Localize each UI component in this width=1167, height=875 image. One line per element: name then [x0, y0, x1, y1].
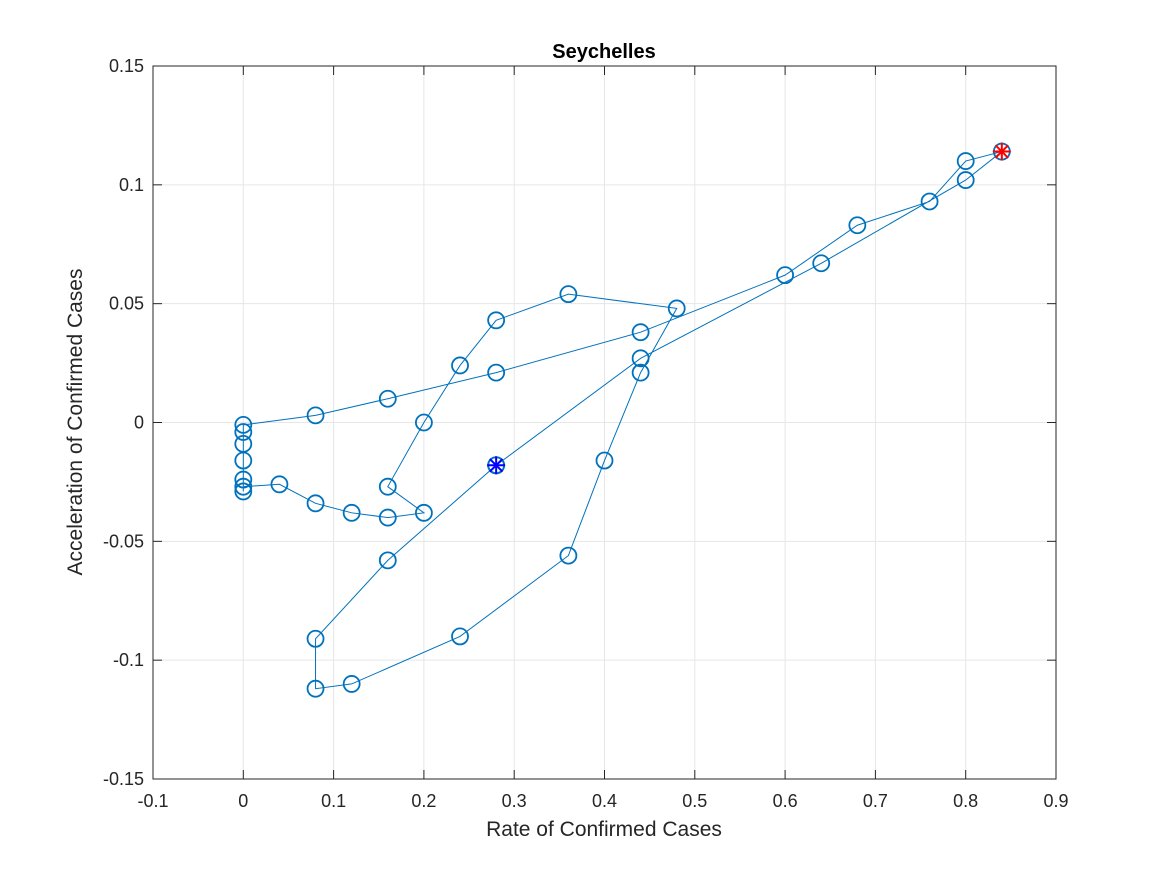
data-point: [451, 627, 469, 646]
data-point: [414, 413, 433, 432]
data-point: [306, 406, 325, 425]
data-point: [559, 285, 578, 304]
data-point: [848, 216, 867, 235]
series-line: [242, 151, 1003, 690]
data-point: [595, 451, 614, 470]
data-point: [234, 482, 253, 501]
axes-box: [152, 65, 1057, 780]
data-point: [234, 434, 253, 453]
data-point: [559, 546, 578, 565]
x-tick-label: 0.7: [863, 791, 888, 811]
y-axis-title: Acceleration of Confirmed Cases: [64, 269, 87, 576]
x-tick-label: 0.2: [411, 791, 436, 811]
data-point: [920, 192, 939, 211]
data-point: [306, 494, 325, 513]
data-point: [378, 389, 397, 408]
data-point: [234, 415, 253, 434]
tick-labels: -0.1 0 0.1 0.2 0.3 0.4 0.5 0.6 0.7 0.8 0.9-0.15-0.…: [103, 56, 1069, 811]
data-point: [487, 311, 506, 330]
x-tick-label: 0.6: [773, 791, 798, 811]
data-point: [234, 477, 253, 496]
data-point: [812, 254, 831, 273]
x-axis-title: Rate of Confirmed Cases: [486, 818, 722, 841]
series-layer: [234, 142, 1011, 698]
y-tick-label: -0.1: [113, 650, 144, 670]
data-point: [342, 675, 361, 693]
data-point: [451, 356, 469, 375]
data-point: [667, 299, 686, 318]
end-marker: [992, 142, 1011, 161]
data-point: [378, 477, 397, 496]
data-point: [776, 266, 794, 285]
data-point: [342, 503, 361, 522]
x-tick-label: 0: [238, 791, 248, 811]
y-tick-label: 0.05: [109, 294, 144, 314]
y-tick-label: 0.1: [119, 175, 144, 195]
data-point: [631, 363, 650, 382]
data-point: [378, 551, 397, 570]
y-tick-label: -0.05: [103, 531, 144, 551]
x-tick-label: 0.9: [1043, 791, 1068, 811]
data-point: [306, 629, 325, 648]
axes: [152, 65, 1057, 780]
y-tick-label: -0.15: [103, 769, 144, 789]
data-point: [631, 323, 650, 342]
x-tick-label: 0.5: [682, 791, 707, 811]
x-tick-label: -0.1: [137, 791, 168, 811]
end-marker-stroke: [994, 144, 1009, 159]
y-tick-label: 0.15: [109, 56, 144, 76]
chart-title: Seychelles: [552, 41, 655, 63]
data-point: [270, 475, 289, 494]
data-point: [956, 152, 975, 170]
x-tick-label: 0.4: [592, 791, 617, 811]
start-marker: [487, 456, 506, 475]
x-tick-label: 0.8: [953, 791, 978, 811]
data-point: [234, 470, 253, 489]
y-tick-label: 0: [134, 413, 144, 433]
x-tick-label: 0.1: [321, 791, 346, 811]
data-point: [378, 508, 397, 527]
data-point: [631, 349, 650, 368]
start-marker-stroke: [489, 458, 504, 473]
data-point: [956, 171, 975, 189]
x-tick-label: 0.3: [502, 791, 527, 811]
data-point: [234, 423, 253, 441]
data-point: [487, 363, 506, 382]
data-point: [306, 679, 325, 698]
data-point: [414, 503, 433, 522]
